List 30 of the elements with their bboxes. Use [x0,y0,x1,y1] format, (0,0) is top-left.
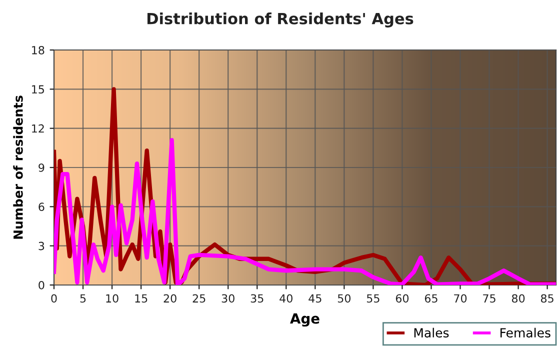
y-tick-label: 6 [38,202,44,212]
y-tick-label: 9 [38,163,44,172]
x-tick-label: 15 [135,294,148,303]
x-tick-label: 30 [222,294,234,303]
x-tick-label: 40 [280,294,292,303]
x-tick-label: 70 [454,294,467,303]
x-tick-label: 75 [483,294,496,303]
x-axis-title: Age [290,313,320,327]
x-tick-label: 65 [424,294,438,303]
x-tick-label: 60 [396,294,409,303]
x-tick-label: 35 [250,294,264,303]
y-tick-label: 12 [32,124,44,133]
y-axis-title: Number of residents [13,96,23,239]
x-tick-label: 0 [51,294,57,303]
x-tick-label: 45 [308,294,322,303]
x-tick-label: 85 [540,294,554,303]
y-tick-label: 0 [38,280,44,290]
y-tick-label: 18 [32,46,44,54]
x-tick-label: 55 [366,294,380,303]
x-tick-label: 20 [164,294,176,303]
x-tick-label: 50 [338,294,351,303]
x-tick-label: 5 [80,294,86,303]
x-tick-label: 25 [192,294,206,303]
legend-label: Females [500,328,550,338]
chart-title: Distribution of Residents' Ages [147,12,414,28]
y-tick-label: 15 [32,85,44,94]
x-tick-label: 10 [106,294,118,303]
x-tick-label: 80 [512,294,525,303]
y-tick-label: 3 [38,242,44,250]
legend-label: Males [414,328,449,338]
